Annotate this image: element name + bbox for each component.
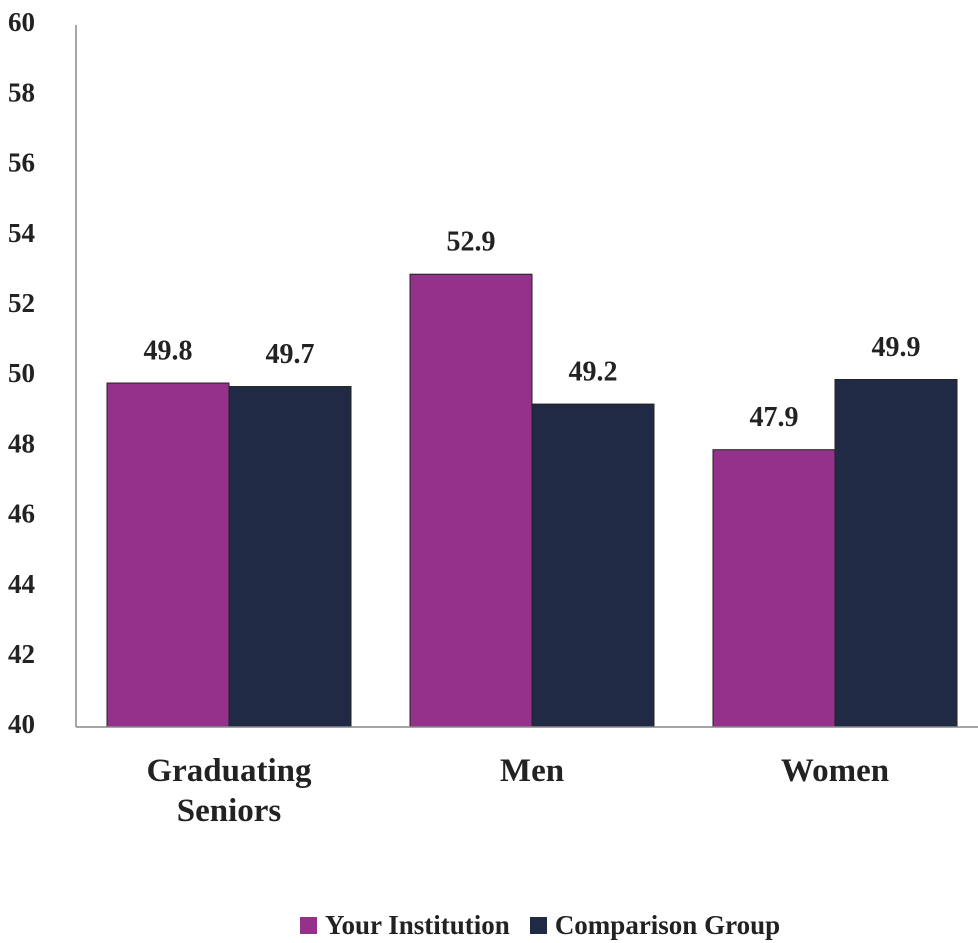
legend-item: Your Institution bbox=[300, 910, 510, 941]
y-tick-label: 46 bbox=[8, 499, 35, 529]
legend-label: Comparison Group bbox=[554, 910, 781, 940]
x-tick-label: Graduating Seniors bbox=[146, 753, 312, 829]
legend-swatch bbox=[529, 917, 547, 934]
x-tick-label: Men bbox=[499, 753, 565, 789]
x-tick-label: Women bbox=[780, 753, 890, 789]
y-tick-label: 54 bbox=[8, 218, 35, 248]
bar bbox=[106, 382, 230, 728]
y-tick-label: 58 bbox=[8, 77, 35, 107]
y-tick-label: 60 bbox=[8, 7, 35, 37]
y-tick-label: 48 bbox=[8, 428, 35, 458]
value-label: 47.9 bbox=[750, 402, 799, 433]
value-label: 49.9 bbox=[872, 332, 921, 363]
y-tick-label: 42 bbox=[8, 639, 35, 669]
legend-label: Your Institution bbox=[325, 910, 510, 940]
y-tick-label: 44 bbox=[8, 569, 35, 599]
y-tick-label: 52 bbox=[8, 288, 35, 318]
value-label: 49.2 bbox=[569, 357, 618, 388]
y-tick-label: 56 bbox=[8, 148, 35, 178]
y-tick-label: 40 bbox=[8, 709, 35, 739]
y-tick-label: 50 bbox=[8, 358, 35, 388]
legend: Your Institution Comparison Group bbox=[300, 910, 800, 941]
legend-swatch bbox=[300, 917, 317, 934]
value-label: 49.7 bbox=[266, 339, 315, 370]
bar bbox=[712, 449, 836, 728]
bar bbox=[228, 386, 352, 728]
bar bbox=[531, 403, 655, 728]
bar bbox=[834, 379, 958, 728]
bar bbox=[409, 273, 533, 728]
value-label: 49.8 bbox=[144, 335, 193, 366]
value-label: 52.9 bbox=[447, 227, 496, 258]
legend-item: Comparison Group bbox=[529, 910, 781, 941]
